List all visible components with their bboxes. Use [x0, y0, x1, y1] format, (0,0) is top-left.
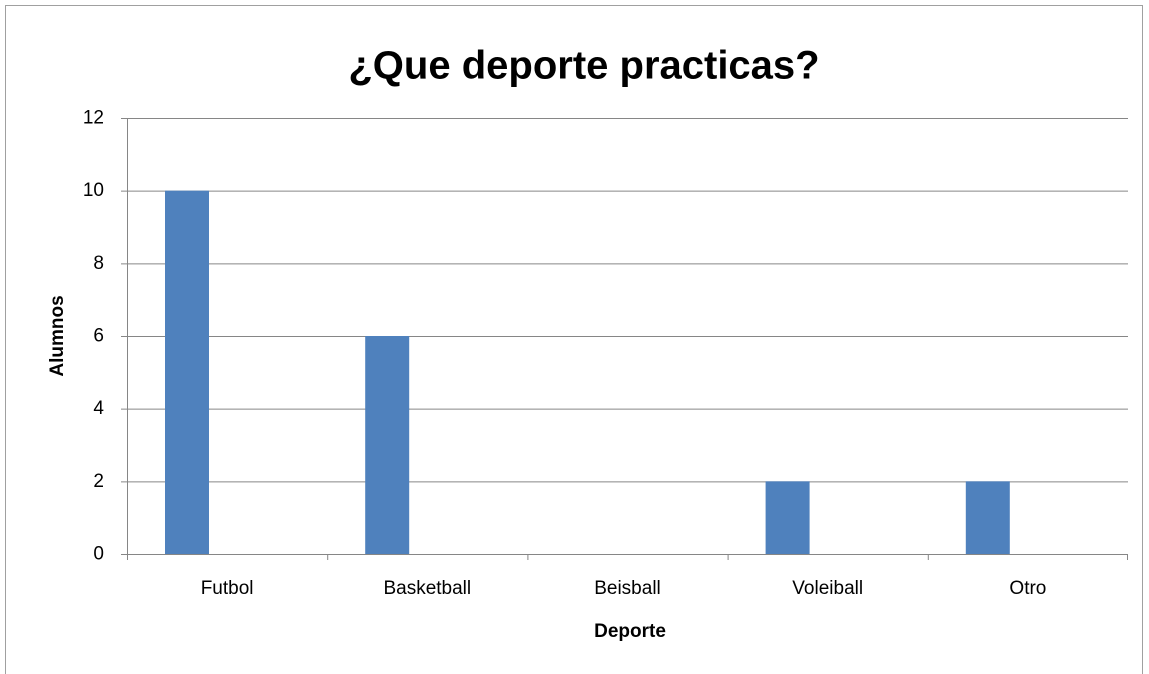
bar — [365, 336, 410, 554]
x-tick-label: Futbol — [201, 578, 254, 599]
x-axis-label: Deporte — [594, 621, 666, 642]
y-tick-label: 10 — [83, 180, 104, 201]
bar — [765, 481, 810, 554]
chart-title: ¿Que deporte practicas? — [348, 44, 819, 88]
x-tick-label: Voleiball — [792, 578, 863, 599]
bar — [165, 190, 209, 554]
x-tick-label: Beisball — [594, 578, 661, 599]
y-tick-label: 4 — [93, 398, 104, 419]
x-tick-label: Otro — [1009, 578, 1046, 599]
y-axis-label: Alumnos — [47, 295, 68, 376]
y-tick-label: 8 — [93, 253, 104, 274]
bar — [965, 481, 1010, 554]
y-tick-label: 6 — [93, 326, 104, 347]
x-tick-label: Basketball — [383, 578, 471, 599]
y-tick-label: 0 — [93, 544, 104, 565]
y-tick-label: 2 — [93, 471, 104, 492]
y-tick-label: 12 — [83, 108, 104, 129]
